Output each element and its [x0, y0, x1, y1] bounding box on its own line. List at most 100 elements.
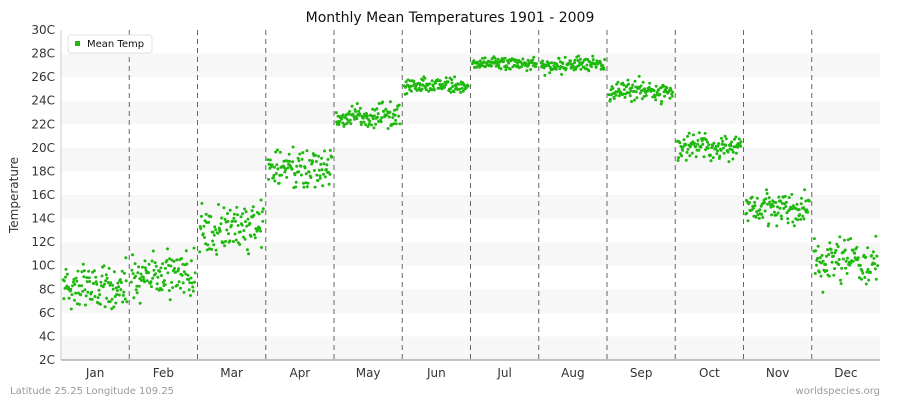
data-point — [630, 86, 634, 90]
data-point — [348, 110, 352, 113]
data-point — [122, 271, 126, 275]
data-point — [131, 253, 134, 257]
data-point — [617, 87, 621, 91]
data-point — [86, 290, 90, 294]
data-point — [756, 213, 760, 216]
data-point — [727, 160, 731, 164]
data-point — [787, 196, 791, 200]
data-point — [766, 202, 770, 206]
data-point — [115, 289, 119, 293]
data-point — [115, 293, 119, 296]
data-point — [160, 288, 164, 292]
data-point — [665, 86, 669, 90]
data-point — [176, 283, 179, 287]
data-point — [803, 188, 807, 192]
data-point — [489, 64, 493, 68]
data-point — [502, 59, 506, 63]
data-point — [853, 251, 857, 255]
data-point — [99, 302, 102, 306]
data-point — [679, 145, 683, 148]
data-point — [529, 68, 533, 71]
data-point — [635, 96, 639, 100]
data-point — [340, 115, 344, 119]
data-point — [242, 229, 246, 233]
data-point — [460, 86, 464, 90]
data-point — [694, 145, 698, 148]
data-point — [118, 278, 122, 282]
data-point — [827, 274, 831, 278]
legend-swatch — [75, 41, 80, 46]
data-point — [138, 301, 142, 305]
data-point — [831, 254, 835, 258]
data-point — [84, 303, 87, 307]
data-point — [193, 271, 197, 275]
data-point — [191, 289, 195, 293]
data-point — [74, 291, 78, 295]
x-tick-label: Nov — [766, 366, 789, 380]
data-point — [240, 223, 244, 227]
data-point — [786, 217, 790, 221]
data-point — [308, 158, 312, 162]
data-point — [270, 163, 274, 167]
data-point — [405, 92, 409, 95]
data-point — [819, 274, 823, 278]
data-point — [147, 262, 151, 266]
data-point — [377, 102, 381, 105]
data-point — [257, 212, 261, 216]
data-point — [711, 156, 715, 160]
data-point — [117, 285, 121, 289]
data-point — [812, 237, 816, 241]
data-point — [591, 54, 595, 58]
data-point — [173, 266, 176, 270]
data-point — [697, 131, 701, 135]
data-point — [164, 266, 167, 270]
data-point — [754, 215, 758, 219]
data-point — [72, 278, 76, 281]
data-point — [846, 256, 849, 260]
data-point — [322, 162, 326, 166]
data-point — [79, 293, 83, 297]
data-point — [837, 258, 841, 261]
data-point — [687, 131, 691, 135]
data-point — [638, 91, 642, 95]
data-point — [104, 279, 108, 283]
data-point — [274, 172, 278, 175]
data-point — [116, 281, 120, 285]
data-point — [780, 217, 784, 221]
data-point — [777, 195, 781, 199]
data-points — [61, 54, 880, 311]
data-point — [526, 58, 530, 62]
data-point — [856, 256, 860, 260]
data-point — [234, 219, 237, 223]
data-point — [541, 62, 545, 66]
data-point — [834, 248, 838, 252]
data-point — [271, 176, 275, 180]
data-point — [855, 245, 859, 249]
data-point — [453, 75, 457, 79]
x-tick-label: Dec — [834, 366, 857, 380]
data-point — [299, 164, 303, 168]
data-point — [198, 250, 202, 254]
data-point — [298, 152, 302, 156]
data-point — [507, 61, 511, 65]
data-point — [573, 58, 577, 62]
data-point — [557, 56, 561, 60]
legend-label: Mean Temp — [87, 39, 144, 50]
data-point — [112, 270, 116, 274]
data-point — [630, 100, 634, 103]
data-point — [715, 152, 719, 156]
data-point — [252, 233, 256, 237]
data-point — [478, 59, 482, 63]
data-point — [64, 275, 67, 279]
x-tick-label: Sep — [630, 366, 653, 380]
data-point — [375, 107, 379, 111]
data-point — [212, 243, 216, 247]
data-point — [746, 219, 750, 223]
y-tick-label: 18C — [31, 164, 55, 178]
data-point — [355, 102, 359, 106]
data-point — [688, 145, 692, 149]
data-point — [94, 275, 98, 279]
data-point — [297, 159, 301, 163]
data-point — [62, 297, 66, 301]
data-point — [326, 157, 330, 161]
